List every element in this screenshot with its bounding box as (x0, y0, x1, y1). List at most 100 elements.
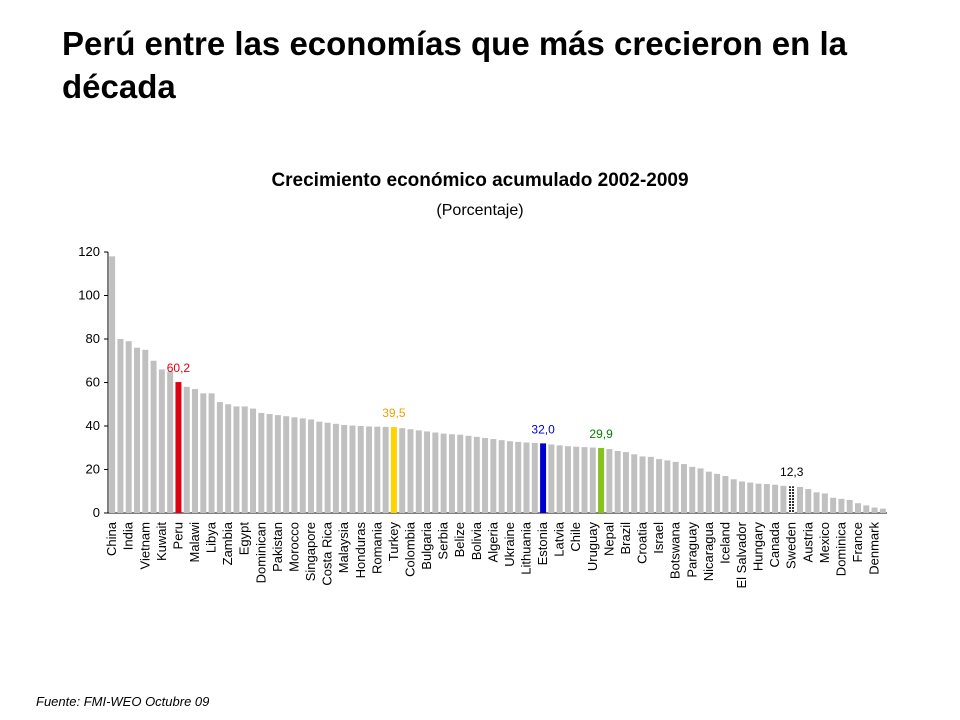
y-tick-label: 60 (86, 375, 100, 390)
bar (274, 415, 281, 513)
bar (407, 429, 414, 513)
bar (730, 479, 737, 513)
bar (772, 484, 779, 513)
x-tick-label: Romania (369, 521, 384, 574)
bar (639, 456, 646, 513)
bar (142, 349, 149, 513)
data-label: 12,3 (780, 465, 804, 479)
x-tick-label: Kuwait (154, 522, 169, 561)
bar (556, 445, 563, 513)
bar (755, 483, 762, 513)
x-tick-labels: China India Vietnam Kuwait Peru Malawi Libya Za… (104, 521, 881, 588)
bar-highlight (598, 447, 605, 513)
bar (863, 505, 870, 513)
page-title: Perú entre las economías que más crecier… (62, 25, 848, 105)
x-tick-label: Belize (452, 522, 467, 557)
x-tick-label: Lithuania (519, 521, 534, 575)
x-tick-label: Egypt (237, 522, 252, 556)
x-tick-label: France (850, 522, 865, 562)
bar (631, 454, 638, 513)
x-tick-label: Croatia (635, 521, 650, 564)
bar (465, 435, 472, 513)
bar (440, 433, 447, 513)
x-tick-label: Denmark (867, 522, 882, 575)
bar (316, 421, 323, 513)
bar (250, 408, 257, 513)
bar (117, 339, 124, 513)
bar (225, 404, 232, 513)
bar (324, 422, 331, 513)
x-tick-label: Algeria (485, 521, 500, 562)
x-tick-label: Israel (651, 522, 666, 554)
x-tick-label: Honduras (353, 522, 368, 579)
y-tick-label: 0 (93, 505, 100, 520)
bar (432, 432, 439, 513)
x-tick-label: Sweden (784, 522, 799, 569)
bar (374, 426, 381, 513)
bar (780, 485, 787, 513)
bar (109, 256, 116, 513)
bar (233, 406, 240, 513)
bar (738, 481, 745, 513)
bar (523, 442, 530, 513)
x-tick-label: Zambia (220, 521, 235, 565)
x-tick-label: Hungary (751, 522, 766, 572)
bar (200, 393, 207, 513)
x-tick-label: Nepal (601, 522, 616, 556)
bar (548, 444, 555, 513)
bar (656, 459, 663, 513)
x-tick-label: Vietnam (137, 522, 152, 569)
bar (606, 449, 613, 513)
data-label: 39,5 (382, 406, 406, 420)
chart-title: Crecimiento económico acumulado 2002-200… (271, 170, 689, 191)
bar (573, 446, 580, 513)
bar (208, 393, 215, 513)
x-tick-label: Bulgaria (419, 521, 434, 569)
bar (871, 507, 878, 513)
bar (490, 439, 497, 513)
bar (689, 466, 696, 513)
x-tick-label: Latvia (552, 521, 567, 556)
bar (506, 441, 513, 513)
bar (216, 402, 223, 513)
bar-highlight (175, 382, 182, 513)
bar (589, 447, 596, 513)
x-tick-label: Mexico (817, 522, 832, 563)
bar (349, 425, 356, 513)
x-tick-label: El Salvador (734, 521, 749, 588)
bar (241, 406, 248, 513)
x-tick-label: Dominican (253, 522, 268, 583)
bar (366, 426, 373, 513)
bar (830, 497, 837, 513)
bar-highlight (540, 443, 547, 513)
x-tick-label: Dominica (833, 521, 848, 576)
bar (838, 498, 845, 513)
bar (150, 360, 157, 513)
bar (192, 389, 198, 513)
bar (763, 484, 770, 513)
y-tick-label: 40 (86, 418, 100, 433)
bar (266, 414, 273, 513)
bar (797, 486, 803, 513)
bar (680, 464, 687, 513)
bar (855, 503, 861, 513)
x-tick-label: Singapore (303, 522, 318, 581)
x-tick-label: Botswana (668, 521, 683, 579)
bar-highlight (788, 486, 795, 513)
x-tick-label: Pakistan (270, 522, 285, 572)
bar (382, 426, 389, 513)
bar (622, 452, 629, 513)
y-tick-label: 100 (78, 288, 100, 303)
bar (714, 473, 721, 513)
bar (879, 508, 886, 513)
data-label: 32,0 (531, 422, 555, 436)
bar (581, 447, 588, 513)
data-label: 60,2 (167, 361, 191, 375)
x-tick-label: Bolivia (469, 521, 484, 560)
source-note: Fuente: FMI-WEO Octubre 09 (36, 694, 210, 709)
x-tick-label: Malaysia (336, 521, 351, 573)
x-tick-label: Peru (170, 522, 185, 549)
bar (308, 419, 315, 513)
bar (399, 428, 406, 513)
